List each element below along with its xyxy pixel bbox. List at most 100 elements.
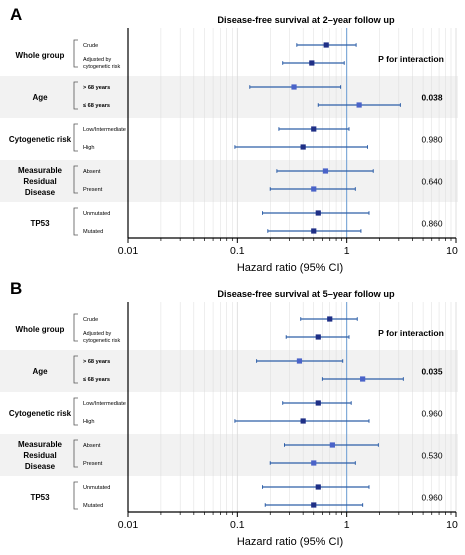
row-label: > 68 years [83, 359, 110, 365]
hr-marker [311, 502, 317, 508]
hr-marker [329, 442, 335, 448]
group-1: Age > 68 years ≤ 68 years 0.038 [32, 81, 443, 110]
group-bracket [73, 355, 78, 384]
row-label: Crude [83, 43, 98, 49]
row-label-line: Adjusted by [83, 57, 111, 63]
hr-marker [300, 144, 306, 150]
group-name-line: Disease [25, 462, 56, 471]
group-name: Age [32, 367, 48, 376]
row-label: Low/Intermediate [83, 127, 126, 133]
row-0-0: Crude [83, 316, 358, 323]
group-name: TP53 [30, 493, 50, 502]
group-2: Cytogenetic risk Low/Intermediate High 0.98… [9, 123, 443, 152]
group-name-line: Measurable [18, 166, 63, 175]
p-interaction-value: 0.960 [422, 493, 443, 503]
group-0: Whole group Crude Adjusted by cytogenetic r… [16, 313, 358, 344]
row-label: ≤ 68 years [83, 377, 110, 383]
row-3-0: Absent [83, 168, 374, 175]
hr-marker [311, 228, 317, 234]
panel-b: B Disease-free survival at 5–year follow … [0, 279, 458, 548]
group-name: Measurable Residual Disease [18, 166, 63, 197]
interaction-header: P for interaction [378, 54, 444, 64]
row-0-1: Adjusted by cytogenetic risk [83, 57, 345, 70]
x-tick-label: 10 [446, 245, 458, 257]
row-3-1: Present [83, 460, 356, 467]
row-label: High [83, 145, 95, 151]
group-2: Cytogenetic risk Low/Intermediate High 0.96… [9, 397, 443, 426]
row-1-0: > 68 years [83, 84, 342, 91]
hr-marker [311, 126, 317, 132]
row-3-1: Present [83, 186, 356, 193]
hr-marker [327, 316, 333, 322]
p-interaction-value: 0.038 [422, 93, 443, 103]
hr-marker [315, 484, 321, 490]
row-label: High [83, 419, 95, 425]
group-name-line: Disease [25, 188, 56, 197]
row-label: Present [83, 187, 103, 193]
x-tick-label: 0.01 [118, 245, 139, 257]
group-name: Whole group [16, 51, 65, 60]
row-label: Mutated [83, 229, 103, 235]
p-interaction-value: 0.035 [422, 367, 443, 377]
hr-marker [315, 210, 321, 216]
hr-marker [323, 42, 329, 48]
group-name: Cytogenetic risk [9, 135, 72, 144]
row-4-1: Mutated [83, 228, 362, 235]
group-bracket [73, 165, 78, 194]
p-interaction-value: 0.530 [422, 451, 443, 461]
row-label-line: cytogenetic risk [83, 64, 120, 70]
hr-marker [311, 460, 317, 466]
row-4-0: Unmutated [83, 484, 370, 491]
group-name: Cytogenetic risk [9, 409, 72, 418]
row-label: > 68 years [83, 85, 110, 91]
row-label: Present [83, 461, 103, 467]
x-tick-label: 0.1 [230, 519, 245, 531]
group-bracket [73, 397, 78, 426]
group-bracket [73, 313, 78, 342]
hr-marker [322, 168, 329, 174]
hr-marker [296, 358, 303, 364]
row-label-line: Adjusted by [83, 331, 111, 337]
group-bracket [73, 81, 78, 110]
panel-a: A Disease-free survival at 2–year follow … [0, 5, 458, 274]
group-0: Whole group Crude Adjusted by cytogenetic r… [16, 39, 357, 70]
x-tick-label: 0.01 [118, 519, 139, 531]
group-bracket [73, 39, 78, 68]
row-label: ≤ 68 years [83, 103, 110, 109]
group-3: Measurable Residual Disease Absent Present 0.… [18, 439, 443, 471]
group-bracket [73, 123, 78, 152]
group-4: TP53 Unmutated Mutated 0.960 [30, 481, 443, 510]
p-interaction-value: 0.980 [422, 135, 443, 145]
x-axis-label: Hazard ratio (95% CI) [237, 536, 343, 548]
chart-title: Disease-free survival at 2–year follow u… [217, 15, 395, 25]
row-4-1: Mutated [83, 502, 364, 509]
hr-marker [360, 376, 366, 382]
hr-marker [300, 418, 306, 424]
group-name: TP53 [30, 219, 50, 228]
row-3-0: Absent [83, 442, 379, 449]
row-2-0: Low/Intermediate [83, 400, 352, 407]
row-label: Adjusted by cytogenetic risk [83, 331, 120, 344]
group-name: Whole group [16, 325, 65, 334]
row-0-0: Crude [83, 42, 357, 49]
x-tick-label: 1 [344, 519, 350, 531]
group-name: Age [32, 93, 48, 102]
row-label: Low/Intermediate [83, 401, 126, 407]
row-label-line: cytogenetic risk [83, 338, 120, 344]
row-2-0: Low/Intermediate [83, 126, 350, 133]
hr-marker [311, 186, 317, 192]
p-interaction-value: 0.960 [422, 409, 443, 419]
shaded-band [0, 160, 458, 202]
x-tick-label: 0.1 [230, 245, 245, 257]
chart-title: Disease-free survival at 5–year follow u… [217, 289, 395, 299]
row-label: Crude [83, 317, 98, 323]
group-bracket [73, 439, 78, 468]
row-2-1: High [83, 418, 370, 425]
row-label: Unmutated [83, 211, 110, 217]
row-label: Absent [83, 169, 101, 175]
hr-marker [315, 400, 321, 406]
row-label: Adjusted by cytogenetic risk [83, 57, 120, 70]
row-2-1: High [83, 144, 368, 151]
shaded-band [0, 76, 458, 118]
